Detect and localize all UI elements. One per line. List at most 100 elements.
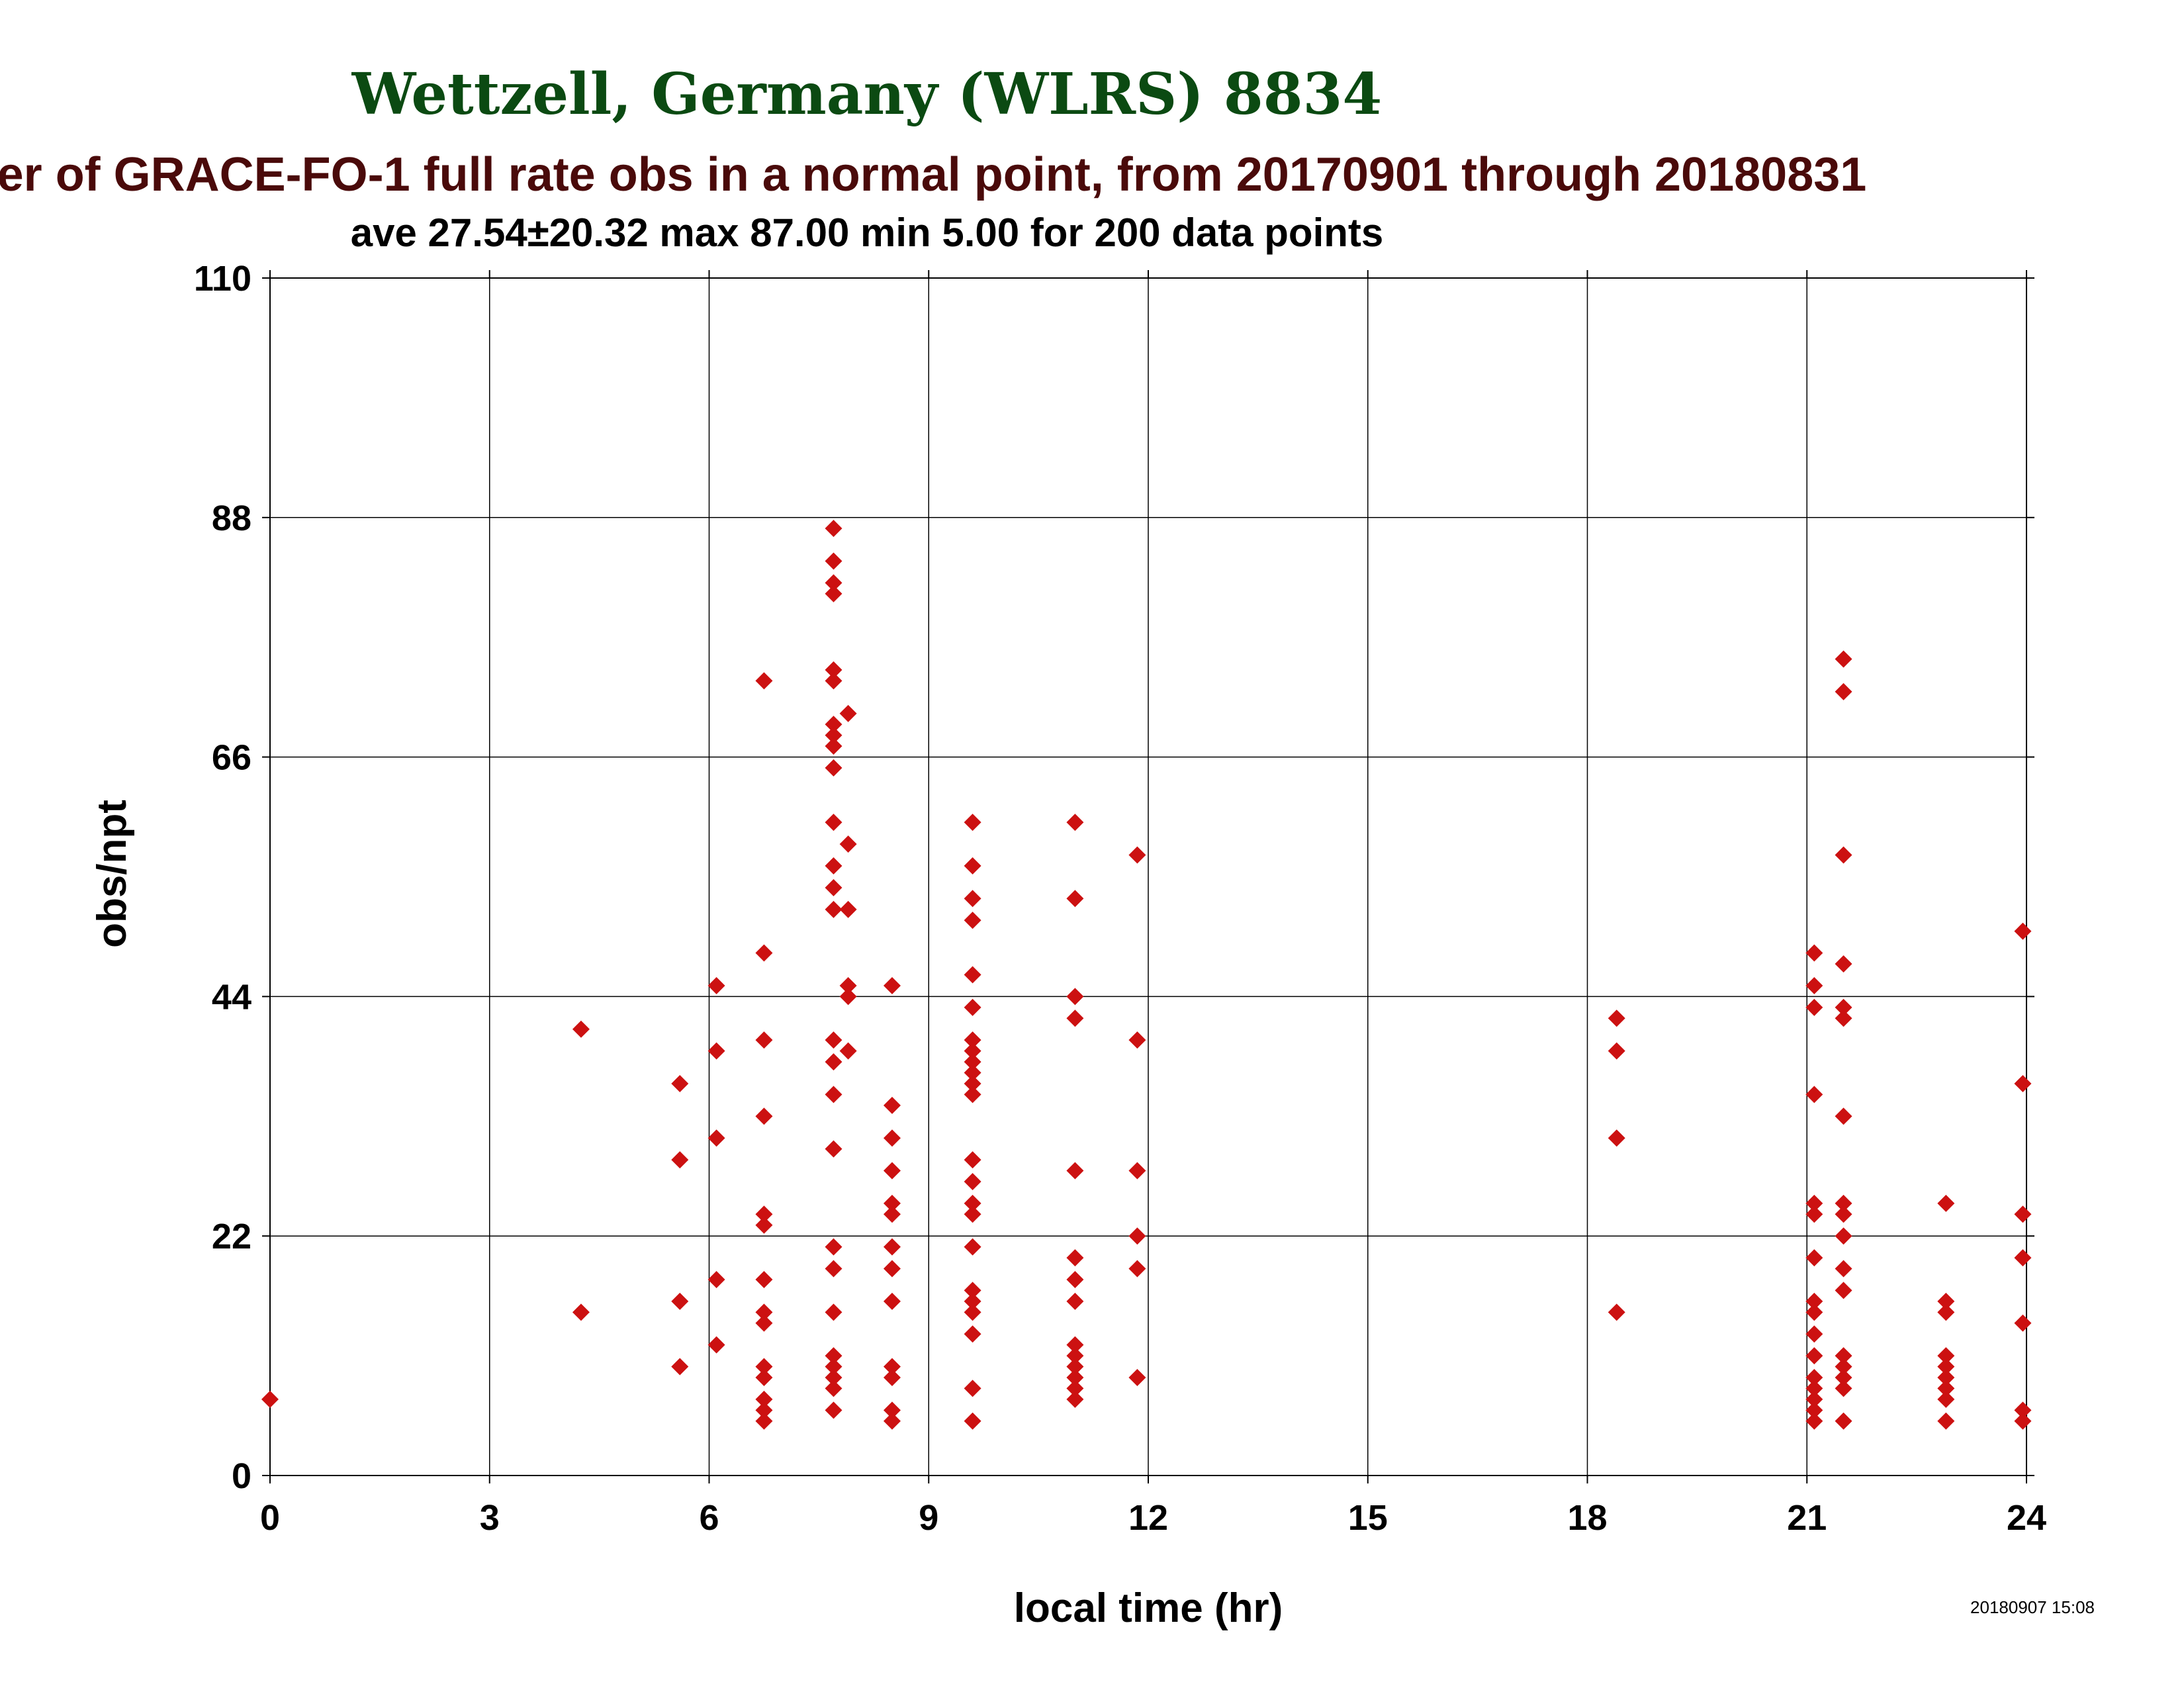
data-point: [825, 737, 842, 755]
data-point: [1805, 1347, 1823, 1365]
data-point: [1805, 1292, 1823, 1310]
y-tick-label: 88: [212, 498, 251, 538]
data-point: [1128, 1368, 1146, 1386]
data-point: [1835, 998, 1852, 1016]
data-point: [2014, 1412, 2032, 1430]
data-point: [755, 1303, 773, 1321]
chart-stats: ave 27.54±20.32 max 87.00 min 5.00 for 2…: [351, 211, 1383, 255]
data-point: [825, 1358, 842, 1376]
data-point: [839, 1042, 857, 1060]
data-point: [964, 1064, 981, 1082]
data-point: [1128, 1162, 1146, 1180]
data-point: [825, 726, 842, 744]
data-point: [1937, 1412, 1955, 1430]
data-point: [883, 1368, 901, 1386]
data-point: [1805, 976, 1823, 994]
data-point: [839, 976, 857, 994]
x-tick-label: 18: [1567, 1498, 1607, 1538]
data-point: [707, 1270, 725, 1288]
data-point: [1128, 846, 1146, 864]
data-point: [825, 1303, 842, 1321]
data-point: [1937, 1194, 1955, 1212]
data-point: [839, 835, 857, 853]
data-point: [825, 814, 842, 831]
data-point: [1066, 1390, 1084, 1408]
data-point: [1835, 1368, 1852, 1386]
x-tick-label: 6: [699, 1498, 719, 1538]
data-point: [964, 1172, 981, 1190]
data-point: [1835, 682, 1852, 700]
data-point: [1805, 1412, 1823, 1430]
data-point: [1066, 1162, 1084, 1180]
y-axis-label: obs/npt: [89, 800, 135, 948]
data-point: [755, 1358, 773, 1376]
data-point: [755, 1107, 773, 1125]
x-tick-label: 3: [480, 1498, 500, 1538]
data-point: [755, 1270, 773, 1288]
data-point: [825, 857, 842, 875]
data-point: [1835, 955, 1852, 973]
data-point: [1608, 1042, 1625, 1060]
data-point: [671, 1358, 689, 1376]
data-point: [1066, 1292, 1084, 1310]
chart-title: Wettzell, Germany (WLRS) 8834: [351, 61, 1382, 128]
data-point: [1066, 1249, 1084, 1267]
data-point: [755, 1205, 773, 1223]
x-axis-label: local time (hr): [1014, 1585, 1283, 1631]
data-point: [671, 1074, 689, 1092]
data-point: [2014, 1074, 2032, 1092]
data-point: [1805, 1380, 1823, 1397]
data-point: [964, 998, 981, 1016]
data-point: [1608, 1129, 1625, 1147]
data-point: [839, 900, 857, 918]
axis-ticks: 0 3 6 9 12 15 18 21 24 0 22 44 66 88 110: [194, 259, 2046, 1538]
data-point: [964, 1238, 981, 1256]
y-tick-label: 66: [212, 738, 251, 778]
x-tick-label: 24: [2007, 1498, 2046, 1538]
data-point: [825, 574, 842, 592]
data-point: [2014, 1205, 2032, 1223]
data-point: [825, 1031, 842, 1049]
data-point: [1805, 998, 1823, 1016]
data-point: [825, 1347, 842, 1365]
x-tick-label: 9: [919, 1498, 938, 1538]
data-point: [964, 1151, 981, 1169]
data-point: [1937, 1368, 1955, 1386]
data-point: [964, 1194, 981, 1212]
data-points: [261, 520, 2032, 1430]
data-point: [572, 1303, 590, 1321]
data-point: [825, 672, 842, 690]
data-point: [1835, 1009, 1852, 1027]
data-point: [883, 976, 901, 994]
data-point: [883, 1358, 901, 1376]
data-point: [1937, 1390, 1955, 1408]
data-point: [261, 1390, 279, 1408]
data-point: [755, 1216, 773, 1234]
data-point: [1066, 890, 1084, 908]
timestamp: 20180907 15:08: [1970, 1597, 2095, 1617]
data-point: [1937, 1292, 1955, 1310]
data-point: [1066, 988, 1084, 1006]
data-point: [964, 966, 981, 984]
data-point: [825, 1380, 842, 1397]
data-point: [1128, 1260, 1146, 1278]
data-point: [964, 1325, 981, 1343]
data-point: [755, 1368, 773, 1386]
data-point: [883, 1412, 901, 1430]
data-point: [825, 900, 842, 918]
data-point: [1835, 1107, 1852, 1125]
data-point: [755, 1314, 773, 1332]
data-point: [707, 1129, 725, 1147]
data-point: [1066, 1368, 1084, 1386]
data-point: [883, 1162, 901, 1180]
data-point: [1805, 1303, 1823, 1321]
chart-subtitle: number of GRACE-FO-1 full rate obs in a …: [0, 148, 1866, 201]
data-point: [825, 585, 842, 602]
data-point: [1805, 1194, 1823, 1212]
data-point: [964, 1205, 981, 1223]
data-point: [964, 1074, 981, 1092]
data-point: [825, 1086, 842, 1103]
data-point: [883, 1260, 901, 1278]
data-point: [839, 704, 857, 722]
